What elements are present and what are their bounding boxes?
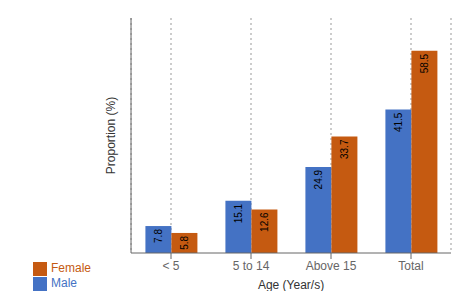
svg-text:Age (Year/s): Age (Year/s) bbox=[258, 278, 324, 291]
svg-text:Above 15: Above 15 bbox=[306, 259, 357, 273]
svg-text:5 to 14: 5 to 14 bbox=[233, 259, 270, 273]
svg-text:58.5: 58.5 bbox=[419, 53, 430, 73]
svg-text:5.8: 5.8 bbox=[179, 236, 190, 250]
svg-text:15.1: 15.1 bbox=[233, 203, 244, 223]
html-text:Male: Male bbox=[51, 276, 77, 291]
svg-text:Total: Total bbox=[398, 259, 423, 273]
html-text:Female: Female bbox=[51, 261, 91, 276]
svg-text:33.7: 33.7 bbox=[339, 139, 350, 159]
svg-text:< 5: < 5 bbox=[163, 259, 180, 273]
svg-text:41.5: 41.5 bbox=[393, 112, 404, 132]
svg-text:Proportion (%): Proportion (%) bbox=[104, 97, 118, 174]
svg-text:7.8: 7.8 bbox=[153, 229, 164, 243]
svg-text:24.9: 24.9 bbox=[313, 170, 324, 190]
svg-text:12.6: 12.6 bbox=[259, 212, 270, 232]
